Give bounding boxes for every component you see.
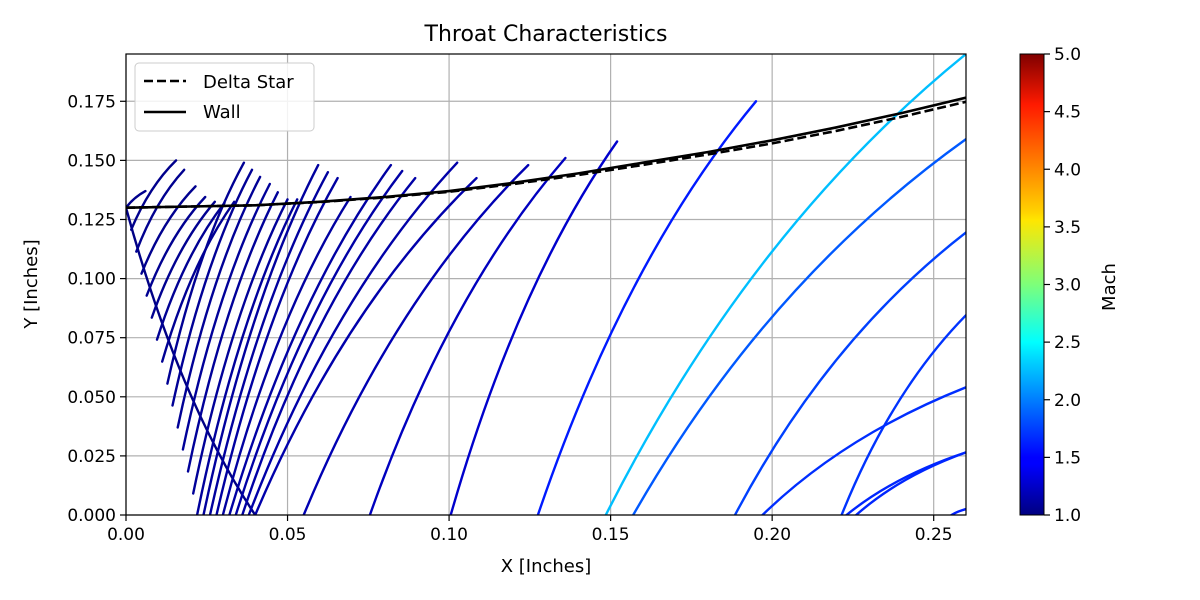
characteristic-line xyxy=(126,189,147,209)
y-axis-ticks: 0.000 0.025 0.050 0.075 0.100 0.125 0.150 0.175 xyxy=(67,92,126,526)
colorbar-tick-label: 3.0 xyxy=(1054,276,1081,296)
characteristic-line xyxy=(171,168,254,407)
characteristic-line xyxy=(215,176,339,515)
legend: Delta Star Wall xyxy=(134,62,315,132)
characteristic-line xyxy=(161,200,236,363)
legend-label-wall: Wall xyxy=(203,102,241,123)
colorbar-tick-label: 2.0 xyxy=(1054,391,1081,411)
reflected-characteristic-line xyxy=(855,451,966,515)
characteristic-line xyxy=(221,195,352,515)
x-axis-label: X [Inches] xyxy=(501,556,592,577)
reflected-characteristic-line xyxy=(126,206,257,515)
characteristic-line xyxy=(536,100,758,515)
characteristic-line xyxy=(186,191,279,473)
colorbar-ticks: 1.0 1.5 2.0 2.5 3.0 3.5 4.0 4.5 5.0 xyxy=(1044,45,1081,526)
x-tick-label: 0.20 xyxy=(753,525,791,545)
chart-title: Throat Characteristics xyxy=(424,22,668,47)
characteristic-line xyxy=(130,159,178,231)
characteristic-lines xyxy=(126,54,966,515)
y-tick-label: 0.175 xyxy=(67,92,116,112)
x-tick-label: 0.10 xyxy=(430,525,468,545)
colorbar-tick-label: 1.0 xyxy=(1054,506,1081,526)
colorbar-gradient xyxy=(1019,53,1045,516)
characteristic-line xyxy=(632,137,966,515)
characteristic-line xyxy=(449,140,619,515)
y-tick-label: 0.075 xyxy=(67,329,116,349)
characteristic-line xyxy=(254,176,478,515)
characteristic-line xyxy=(368,156,567,515)
y-tick-label: 0.025 xyxy=(67,447,116,467)
characteristic-line xyxy=(761,386,966,515)
colorbar-tick-label: 4.5 xyxy=(1054,103,1081,123)
wall-line xyxy=(126,96,966,209)
characteristic-line xyxy=(604,54,966,515)
x-tick-label: 0.00 xyxy=(107,525,145,545)
characteristic-line xyxy=(150,200,216,319)
characteristic-line xyxy=(302,163,530,515)
x-axis-ticks: 0.00 0.05 0.10 0.15 0.20 0.25 xyxy=(107,515,953,545)
characteristic-line xyxy=(234,169,404,515)
colorbar-tick-label: 3.5 xyxy=(1054,218,1081,238)
y-tick-label: 0.125 xyxy=(67,210,116,230)
wall-lines xyxy=(126,96,966,209)
x-tick-label: 0.05 xyxy=(269,525,307,545)
legend-label-delta-star: Delta Star xyxy=(203,72,294,93)
y-axis-label: Y [Inches] xyxy=(21,239,42,329)
characteristic-line xyxy=(241,176,417,515)
characteristic-line xyxy=(181,182,271,451)
colorbar-tick-label: 2.5 xyxy=(1054,333,1081,353)
y-tick-label: 0.050 xyxy=(67,388,116,408)
characteristic-line xyxy=(733,231,966,515)
characteristic-line xyxy=(195,198,299,515)
characteristic-line xyxy=(228,163,393,515)
characteristic-line xyxy=(166,161,246,385)
delta-star-line xyxy=(126,100,966,209)
characteristic-line xyxy=(155,201,226,341)
y-tick-label: 0.000 xyxy=(67,506,116,526)
legend-frame xyxy=(134,62,315,132)
colorbar-tick-label: 4.0 xyxy=(1054,160,1081,180)
characteristic-line xyxy=(192,198,289,495)
y-tick-label: 0.150 xyxy=(67,151,116,171)
plot-frame xyxy=(125,53,967,516)
characteristic-line xyxy=(140,185,197,275)
characteristic-line xyxy=(176,175,262,429)
y-tick-label: 0.100 xyxy=(67,270,116,290)
characteristic-line xyxy=(845,451,966,515)
colorbar-tick-label: 1.5 xyxy=(1054,448,1081,468)
colorbar-label: Mach xyxy=(1099,263,1120,311)
characteristic-line xyxy=(840,314,966,515)
colorbar: 1.0 1.5 2.0 2.5 3.0 3.5 4.0 4.5 5.0 Mach xyxy=(1019,45,1120,526)
characteristic-line xyxy=(208,171,330,515)
colorbar-tick-label: 5.0 xyxy=(1054,45,1081,65)
characteristic-line xyxy=(950,507,966,515)
characteristic-line xyxy=(247,161,459,515)
x-tick-label: 0.15 xyxy=(592,525,630,545)
characteristic-line xyxy=(135,168,186,253)
x-tick-label: 0.25 xyxy=(915,525,953,545)
